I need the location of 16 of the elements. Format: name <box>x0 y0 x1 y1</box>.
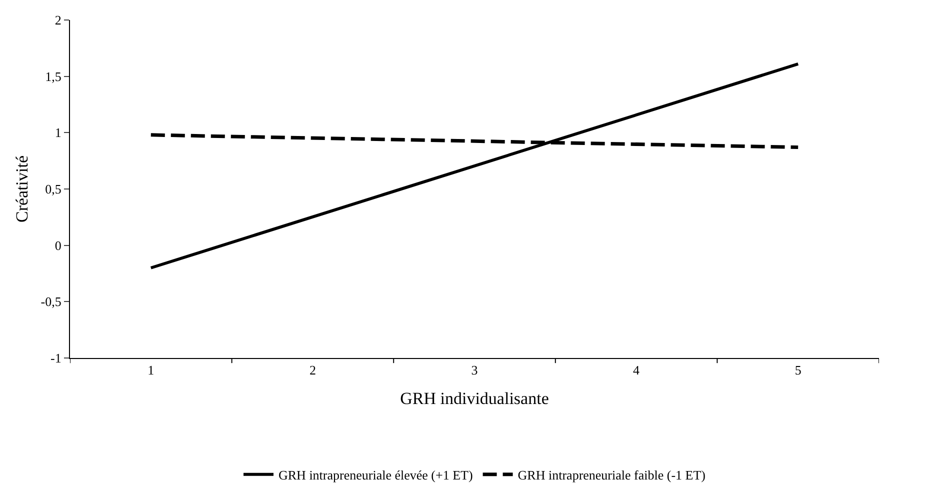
x-tick-label: 2 <box>309 362 316 378</box>
y-axis-title: Créativité <box>12 155 32 223</box>
y-tick-label: 0,5 <box>45 182 62 197</box>
y-tick-label: -0,5 <box>40 294 62 310</box>
x-tick-label: 4 <box>633 362 640 378</box>
y-tick-label: -1 <box>50 350 62 366</box>
y-tick-label: 1 <box>54 125 62 140</box>
x-axis-title: GRH individualisante <box>400 389 549 408</box>
x-tick-label: 1 <box>148 362 154 378</box>
legend-label: GRH intrapreneuriale faible (-1 ET) <box>518 467 706 482</box>
legend-label: GRH intrapreneuriale élevée (+1 ET) <box>278 467 473 482</box>
y-tick-label: 2 <box>54 12 62 28</box>
y-tick-label: 1,5 <box>45 68 62 84</box>
x-tick-label: 5 <box>794 362 802 378</box>
y-tick-label: 0 <box>54 238 62 253</box>
x-tick-label: 3 <box>471 362 478 378</box>
